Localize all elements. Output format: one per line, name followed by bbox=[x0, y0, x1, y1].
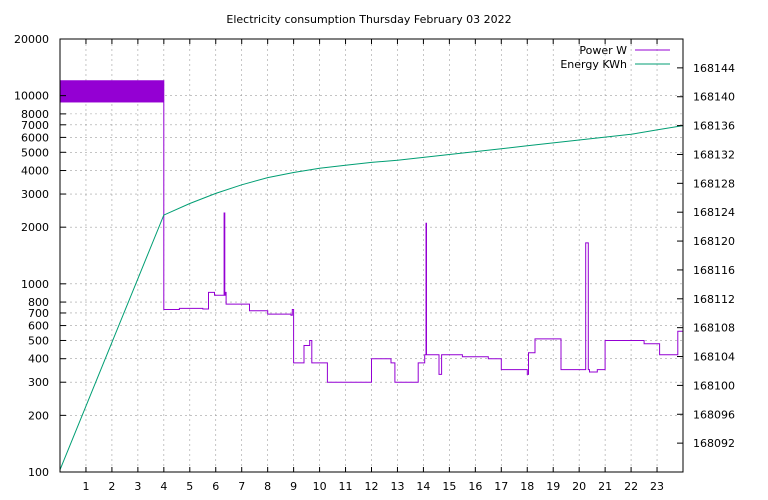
y2-tick-label: 168144 bbox=[693, 62, 735, 75]
y-tick-label: 8000 bbox=[21, 108, 49, 121]
y2-tick-label: 168132 bbox=[693, 148, 735, 161]
power-block bbox=[60, 80, 164, 103]
x-tick-label: 18 bbox=[520, 480, 534, 493]
y2-tick-label: 168104 bbox=[693, 351, 735, 364]
x-tick-label: 23 bbox=[650, 480, 664, 493]
y-tick-label: 2000 bbox=[21, 221, 49, 234]
y-tick-label: 1000 bbox=[21, 278, 49, 291]
x-tick-label: 21 bbox=[598, 480, 612, 493]
x-axis: 1 2 3 4 5 6 7 8 9 10 11 12 13 14 15 16 17 18 19 20 21 22 23 bbox=[82, 39, 664, 493]
y2-tick-label: 168092 bbox=[693, 437, 735, 450]
y-tick-label: 7000 bbox=[21, 119, 49, 132]
x-tick-label: 6 bbox=[212, 480, 219, 493]
y-tick-label: 10000 bbox=[14, 90, 49, 103]
power-series bbox=[60, 80, 684, 383]
x-tick-label: 15 bbox=[442, 480, 456, 493]
energy-line bbox=[59, 125, 684, 470]
x-tick-label: 22 bbox=[624, 480, 638, 493]
x-tick-label: 13 bbox=[390, 480, 404, 493]
y2-tick-label: 168108 bbox=[693, 322, 735, 335]
energy-series bbox=[59, 125, 684, 470]
y2-tick-label: 168136 bbox=[693, 120, 735, 133]
y-tick-label: 600 bbox=[28, 320, 49, 333]
y2-tick-label: 168140 bbox=[693, 91, 735, 104]
y2-tick-label: 168112 bbox=[693, 293, 735, 306]
y-tick-label: 700 bbox=[28, 307, 49, 320]
legend-label: Energy KWh bbox=[560, 58, 627, 71]
x-tick-label: 10 bbox=[313, 480, 327, 493]
y-tick-label: 300 bbox=[28, 376, 49, 389]
y2-tick-label: 168124 bbox=[693, 206, 735, 219]
x-tick-label: 11 bbox=[339, 480, 353, 493]
y2-tick-label: 168100 bbox=[693, 379, 735, 392]
x-tick-label: 4 bbox=[160, 480, 167, 493]
y-axis-right: 168092 168096 168100 168104 168108 168112 1681… bbox=[677, 62, 735, 450]
y2-tick-label: 168120 bbox=[693, 235, 735, 248]
y-tick-label: 200 bbox=[28, 409, 49, 422]
x-tick-label: 17 bbox=[494, 480, 508, 493]
power-line bbox=[60, 80, 684, 383]
legend-label: Power W bbox=[579, 44, 627, 57]
x-tick-label: 7 bbox=[238, 480, 245, 493]
y-tick-label: 100 bbox=[28, 466, 49, 479]
x-tick-label: 5 bbox=[186, 480, 193, 493]
x-tick-label: 14 bbox=[416, 480, 430, 493]
y2-tick-label: 168116 bbox=[693, 264, 735, 277]
y-tick-label: 6000 bbox=[21, 131, 49, 144]
x-tick-label: 1 bbox=[82, 480, 89, 493]
x-tick-label: 19 bbox=[546, 480, 560, 493]
y-tick-label: 500 bbox=[28, 334, 49, 347]
y-tick-label: 400 bbox=[28, 353, 49, 366]
x-tick-label: 12 bbox=[365, 480, 379, 493]
x-tick-label: 2 bbox=[108, 480, 115, 493]
y2-tick-label: 168096 bbox=[693, 408, 735, 421]
chart-title: Electricity consumption Thursday Februar… bbox=[226, 13, 511, 26]
y-tick-label: 3000 bbox=[21, 188, 49, 201]
x-tick-label: 3 bbox=[134, 480, 141, 493]
y-tick-label: 20000 bbox=[14, 33, 49, 46]
y2-tick-label: 168128 bbox=[693, 177, 735, 190]
y-tick-label: 5000 bbox=[21, 146, 49, 159]
y-tick-label: 4000 bbox=[21, 165, 49, 178]
grid bbox=[60, 38, 683, 473]
x-tick-label: 9 bbox=[290, 480, 297, 493]
x-tick-label: 8 bbox=[264, 480, 271, 493]
x-tick-label: 16 bbox=[468, 480, 482, 493]
x-tick-label: 20 bbox=[572, 480, 586, 493]
y-tick-label: 800 bbox=[28, 296, 49, 309]
